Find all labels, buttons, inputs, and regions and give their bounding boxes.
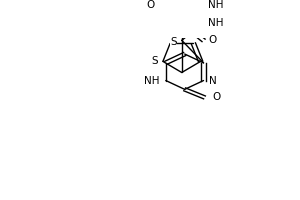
Text: O: O [147,0,155,10]
Text: O: O [208,35,217,45]
Text: S: S [151,56,158,66]
Text: NH: NH [208,0,223,10]
Text: O: O [212,92,221,102]
Text: NH: NH [208,18,223,28]
Text: NH: NH [144,76,160,86]
Text: N: N [208,76,216,86]
Text: S: S [170,37,177,47]
